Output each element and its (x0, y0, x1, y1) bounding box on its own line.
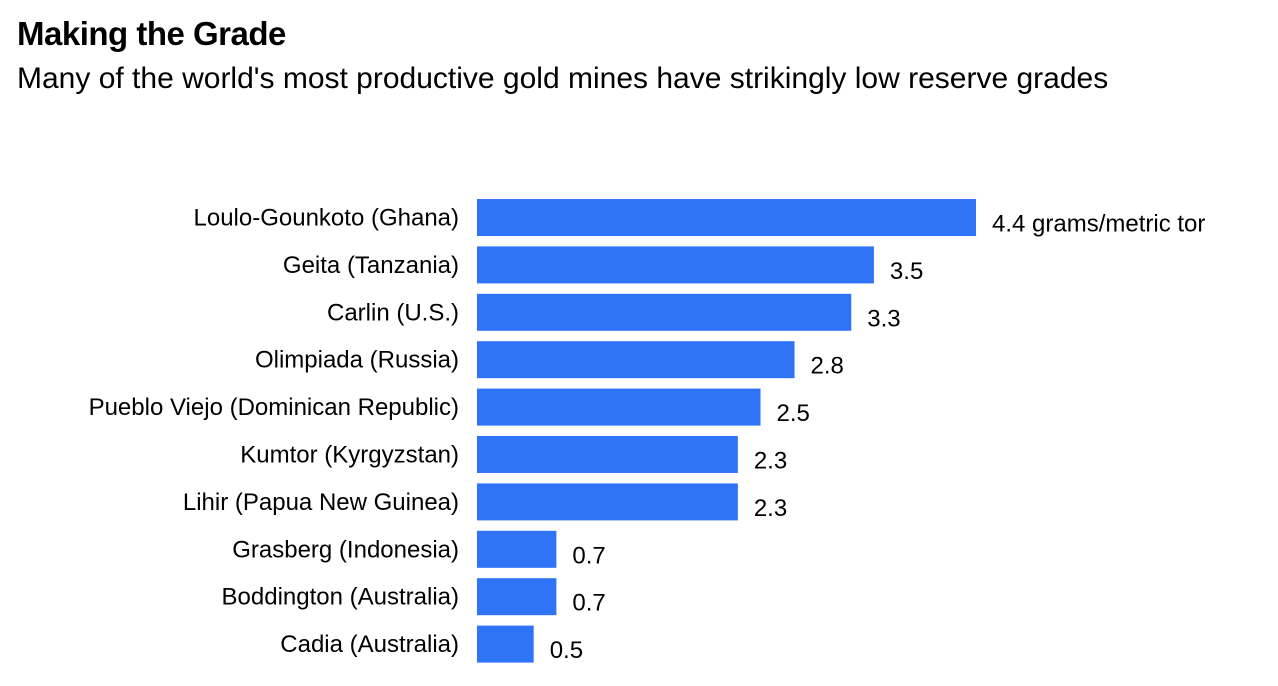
category-labels: Loulo-Gounkoto (Ghana) Geita (Tanzania) Ca… (89, 205, 459, 659)
value-label: 0.7 (572, 542, 605, 569)
category-label: Loulo-Gounkoto (Ghana) (194, 205, 460, 232)
bar-5 (477, 436, 738, 473)
bar-0 (477, 199, 976, 236)
category-label: Olimpiada (Russia) (255, 347, 459, 374)
category-label: Lihir (Papua New Guinea) (183, 489, 459, 516)
bar-9 (477, 625, 534, 663)
bar-8 (477, 578, 557, 616)
bars-group (477, 199, 976, 663)
value-label: 4.4 grams/metric tor (992, 211, 1205, 238)
value-label: 2.3 (754, 448, 787, 475)
value-label: 2.8 (811, 353, 844, 380)
value-label: 2.5 (777, 400, 810, 427)
value-label: 3.3 (867, 305, 900, 332)
category-label: Pueblo Viejo (Dominican Republic) (89, 394, 459, 421)
bar-1 (477, 246, 874, 284)
category-label: Geita (Tanzania) (283, 252, 459, 279)
value-label: 2.3 (754, 495, 787, 522)
value-label: 3.5 (890, 258, 923, 285)
category-label: Boddington (Australia) (222, 584, 459, 611)
value-labels: 4.4 grams/metric tor 3.5 3.3 2.82.5 2.3 2.3 0.… (550, 211, 1206, 665)
value-label: 0.5 (550, 637, 583, 664)
category-label: Cadia (Australia) (280, 631, 459, 658)
category-label: Carlin (U.S.) (327, 299, 459, 326)
bar-4 (477, 388, 761, 426)
bar-2 (477, 293, 852, 331)
bar-6 (477, 483, 738, 521)
chart-title: Making the Grade (17, 15, 286, 52)
bar-7 (477, 530, 557, 568)
category-label: Grasberg (Indonesia) (232, 536, 459, 563)
category-label: Kumtor (Kyrgyzstan) (240, 442, 459, 469)
value-label: 0.7 (572, 590, 605, 617)
chart-subtitle: Many of the world's most productive gold… (17, 62, 1109, 95)
bar-3 (477, 341, 795, 379)
